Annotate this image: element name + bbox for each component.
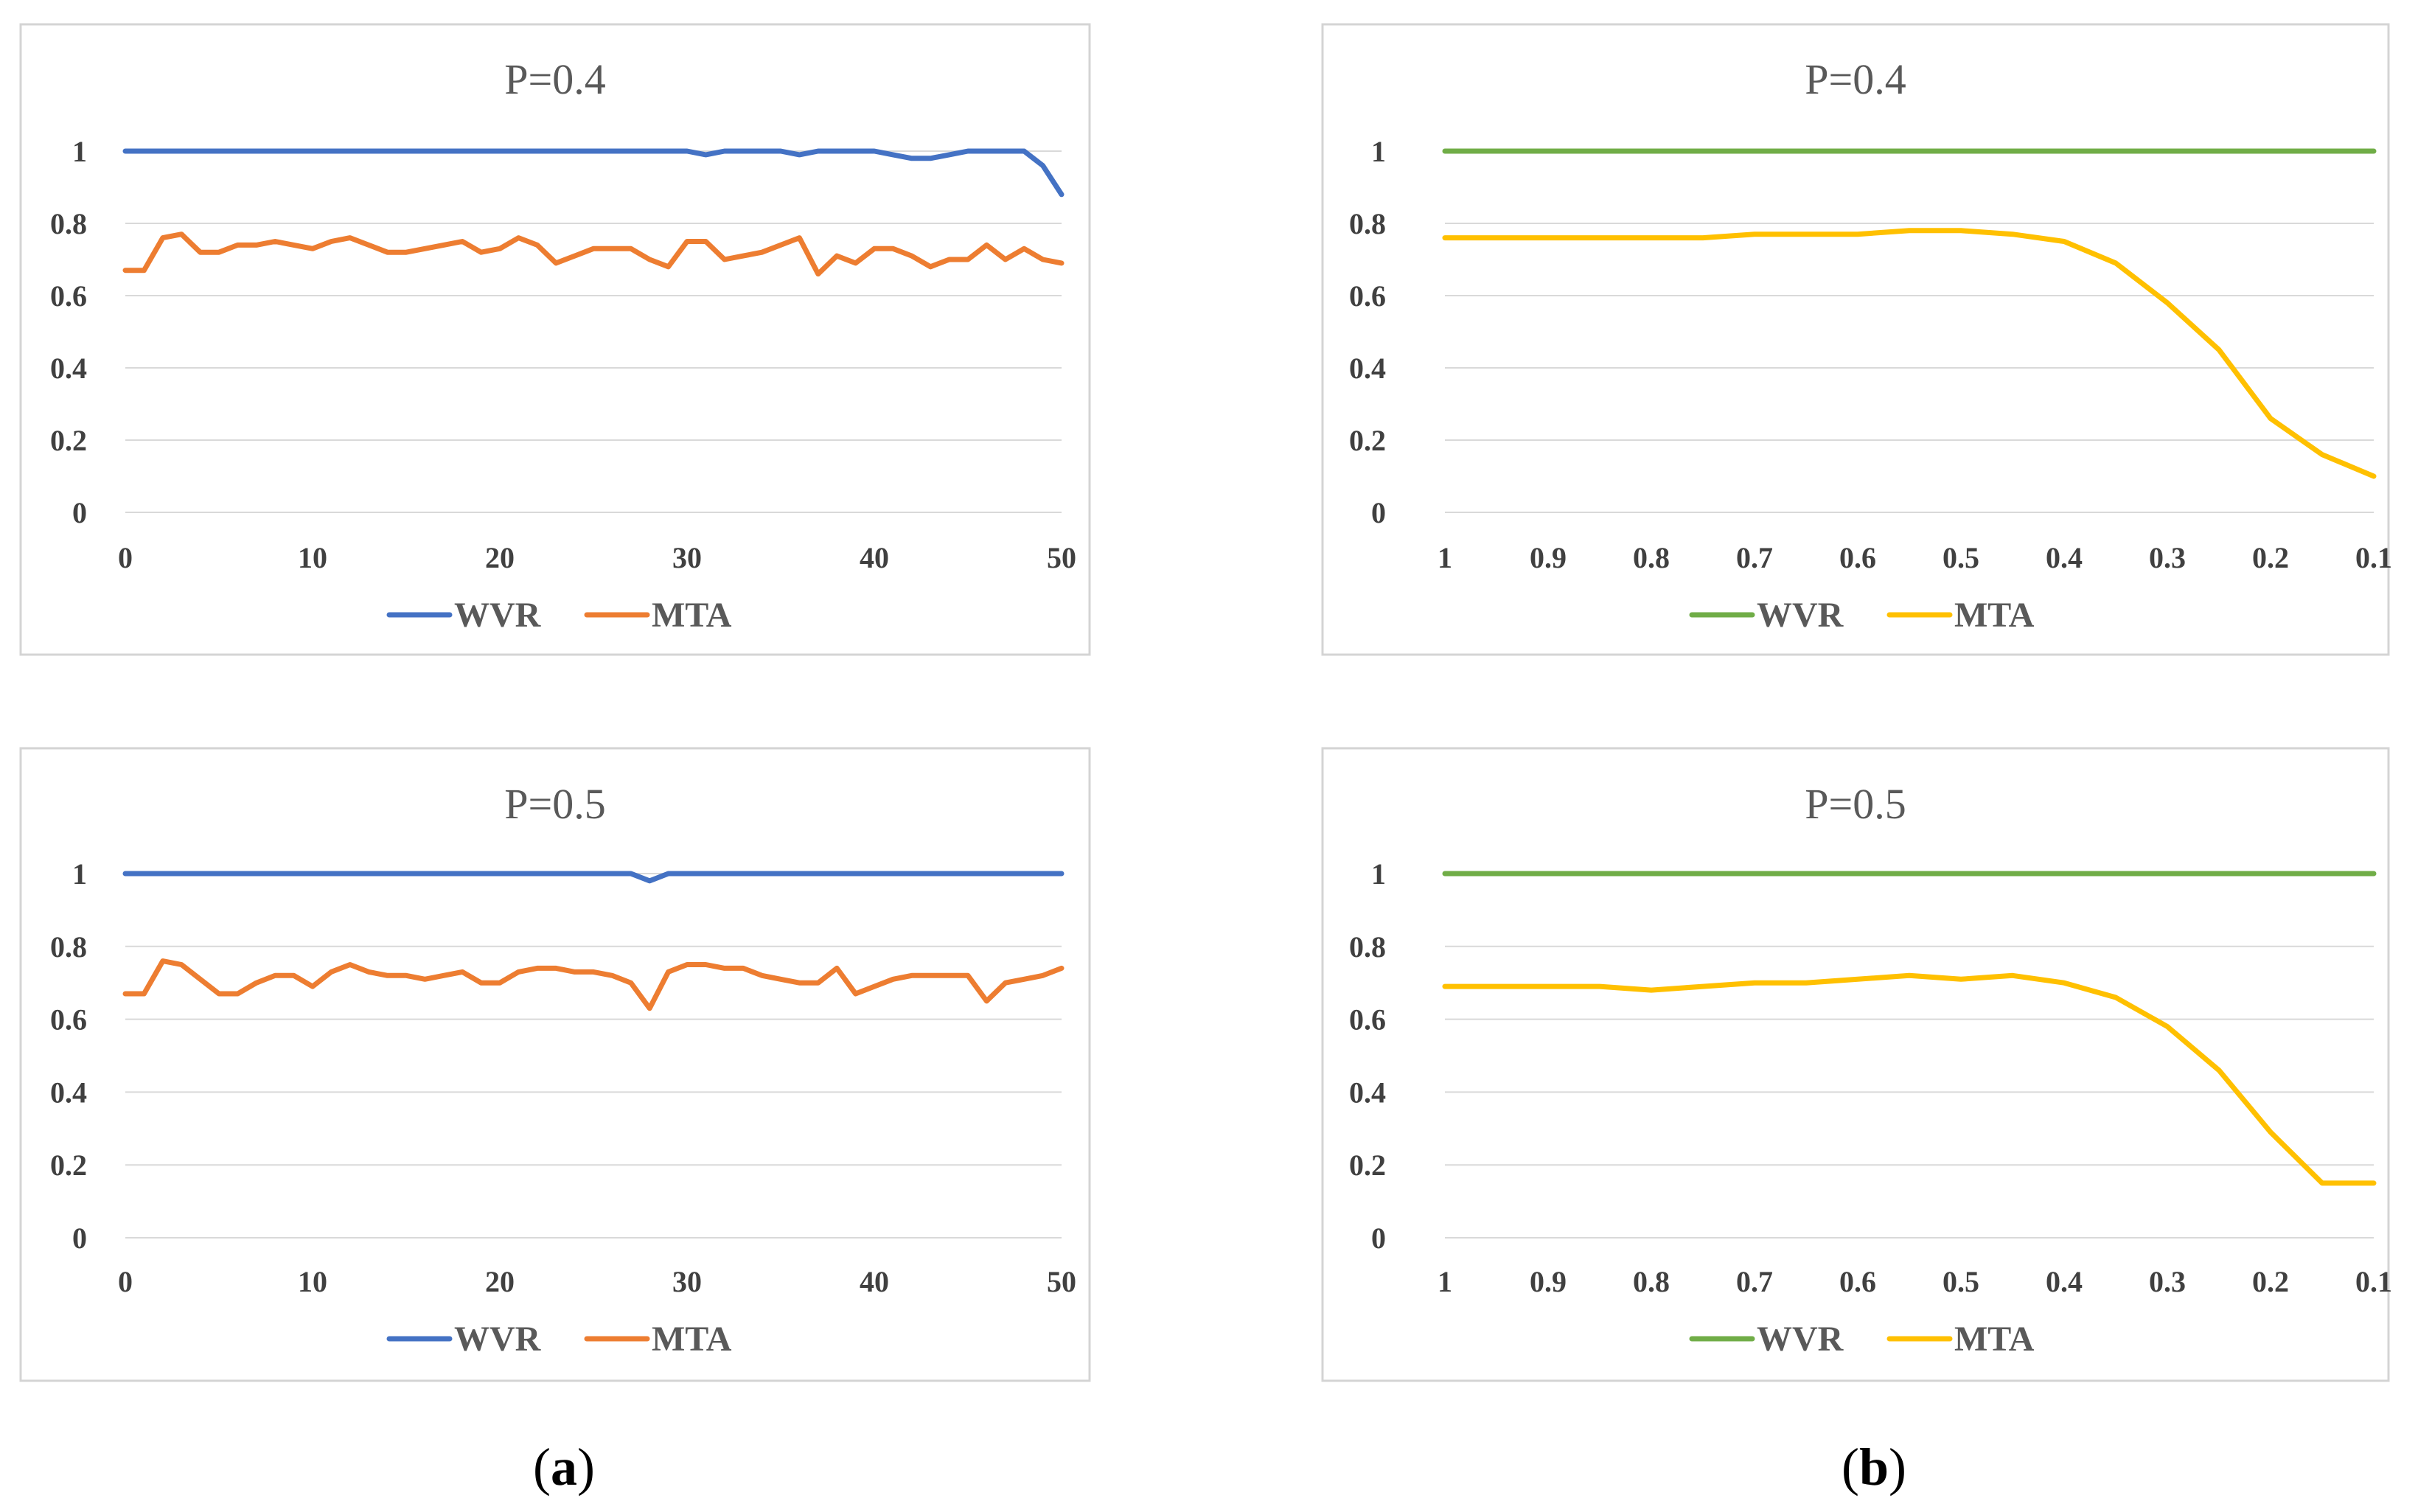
legend-label-mta: MTA xyxy=(1954,596,2035,635)
y-tick-label: 0 xyxy=(72,1222,87,1255)
x-tick-label: 0.4 xyxy=(2046,1265,2083,1298)
y-tick-label: 0.2 xyxy=(1349,1149,1386,1182)
y-tick-label: 0.6 xyxy=(50,279,87,313)
y-tick-label: 0.6 xyxy=(1349,1003,1386,1037)
y-tick-label: 0.8 xyxy=(1349,207,1386,240)
x-tick-label: 0.1 xyxy=(2355,1265,2392,1298)
x-tick-label: 40 xyxy=(860,541,889,574)
y-tick-label: 0.8 xyxy=(1349,930,1386,964)
x-tick-label: 0.6 xyxy=(1839,541,1876,574)
x-tick-label: 30 xyxy=(672,541,702,574)
x-tick-label: 20 xyxy=(485,541,515,574)
x-tick-label: 0.3 xyxy=(2149,1265,2186,1298)
chart-panel-2: P=0.4 0 0.2 0.4 0.6 0.8 1 1 0.9 0.8 0.7 0.6 0.5 0.4 0.… xyxy=(1321,23,2392,656)
chart-title: P=0.5 xyxy=(504,780,605,828)
x-tick-label: 0.5 xyxy=(1943,1265,1979,1298)
x-tick-label: 0.2 xyxy=(2252,541,2289,574)
x-tick-label: 0.7 xyxy=(1736,541,1773,574)
x-tick-label: 0.3 xyxy=(2149,541,2186,574)
caption-b: (b) xyxy=(1842,1438,1906,1497)
x-tick-label: 0.6 xyxy=(1839,1265,1876,1298)
y-tick-label: 1 xyxy=(1371,857,1386,891)
x-tick-label: 0.9 xyxy=(1530,1265,1567,1298)
y-tick-label: 0.4 xyxy=(50,352,87,385)
x-tick-label: 40 xyxy=(860,1265,889,1298)
legend-label-wvr: WVR xyxy=(454,1320,542,1359)
x-tick-label: 0.8 xyxy=(1633,541,1670,574)
y-tick-label: 0.4 xyxy=(1349,1076,1386,1109)
y-tick-label: 0.4 xyxy=(1349,352,1386,385)
caption-a: (a) xyxy=(533,1438,595,1497)
y-tick-label: 0.4 xyxy=(50,1076,87,1109)
x-tick-label: 30 xyxy=(672,1265,702,1298)
x-tick-label: 0.4 xyxy=(2046,541,2083,574)
x-tick-label: 50 xyxy=(1047,541,1076,574)
chart-title: P=0.5 xyxy=(1805,780,1906,828)
y-tick-label: 0 xyxy=(1371,1222,1386,1255)
x-tick-label: 0.1 xyxy=(2355,541,2392,574)
y-tick-label: 0 xyxy=(72,496,87,529)
x-tick-label: 10 xyxy=(298,1265,327,1298)
series-line-wvr xyxy=(122,871,1065,884)
y-tick-label: 0.2 xyxy=(50,1149,87,1182)
y-tick-label: 0.6 xyxy=(50,1003,87,1037)
legend-label-wvr: WVR xyxy=(1757,1320,1844,1359)
chart-frame xyxy=(19,23,1091,656)
series-line-mta xyxy=(122,231,1065,277)
x-tick-label: 20 xyxy=(485,1265,515,1298)
y-tick-label: 1 xyxy=(1371,135,1386,168)
y-tick-label: 0.2 xyxy=(50,424,87,457)
legend-label-mta: MTA xyxy=(652,596,732,635)
chart-frame xyxy=(19,747,1091,1382)
y-tick-label: 0.6 xyxy=(1349,279,1386,313)
legend-label-mta: MTA xyxy=(652,1320,732,1359)
x-tick-label: 10 xyxy=(298,541,327,574)
y-tick-label: 1 xyxy=(72,857,87,891)
x-tick-label: 0.7 xyxy=(1736,1265,1773,1298)
legend-label-wvr: WVR xyxy=(1757,596,1844,635)
chart-title: P=0.4 xyxy=(504,55,605,103)
y-tick-label: 0.2 xyxy=(1349,424,1386,457)
x-tick-label: 0 xyxy=(118,541,133,574)
x-tick-label: 0.2 xyxy=(2252,1265,2289,1298)
x-tick-label: 0 xyxy=(118,1265,133,1298)
series-line-wvr xyxy=(122,148,1065,198)
x-tick-label: 50 xyxy=(1047,1265,1076,1298)
x-tick-label: 0.9 xyxy=(1530,541,1567,574)
x-tick-label: 0.8 xyxy=(1633,1265,1670,1298)
chart-title: P=0.4 xyxy=(1805,55,1906,103)
legend-label-mta: MTA xyxy=(1954,1320,2035,1359)
y-tick-label: 1 xyxy=(72,135,87,168)
chart-panel-4: P=0.5 0 0.2 0.4 0.6 0.8 1 1 0.9 0.8 0.7 0.6 0.5 0.4 0.… xyxy=(1321,747,2392,1382)
series-line-mta xyxy=(122,958,1065,1011)
y-tick-label: 0.8 xyxy=(50,930,87,964)
x-tick-label: 1 xyxy=(1438,1265,1452,1298)
x-tick-label: 1 xyxy=(1438,541,1452,574)
legend-label-wvr: WVR xyxy=(454,596,542,635)
series-line-mta xyxy=(1442,228,2377,479)
x-tick-label: 0.5 xyxy=(1943,541,1979,574)
y-tick-label: 0.8 xyxy=(50,207,87,240)
series-line-mta xyxy=(1442,972,2377,1186)
y-tick-label: 0 xyxy=(1371,496,1386,529)
